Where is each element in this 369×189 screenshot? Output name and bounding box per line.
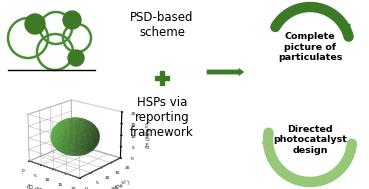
Text: Complete
picture of
particulates: Complete picture of particulates <box>278 32 342 62</box>
Y-axis label: $\delta$P (MPa$^{1/2}$): $\delta$P (MPa$^{1/2}$) <box>103 177 132 189</box>
Circle shape <box>63 11 81 29</box>
Bar <box>160 71 164 85</box>
X-axis label: $\delta$D (MPa$^{1/2}$): $\delta$D (MPa$^{1/2}$) <box>24 181 55 189</box>
Text: Directed
photocatalyst
design: Directed photocatalyst design <box>273 125 347 155</box>
Circle shape <box>68 50 84 66</box>
Circle shape <box>25 14 45 34</box>
Text: HSPs via
reporting
framework: HSPs via reporting framework <box>130 97 194 139</box>
Text: PSD-based
scheme: PSD-based scheme <box>130 11 194 39</box>
Bar <box>155 76 169 80</box>
